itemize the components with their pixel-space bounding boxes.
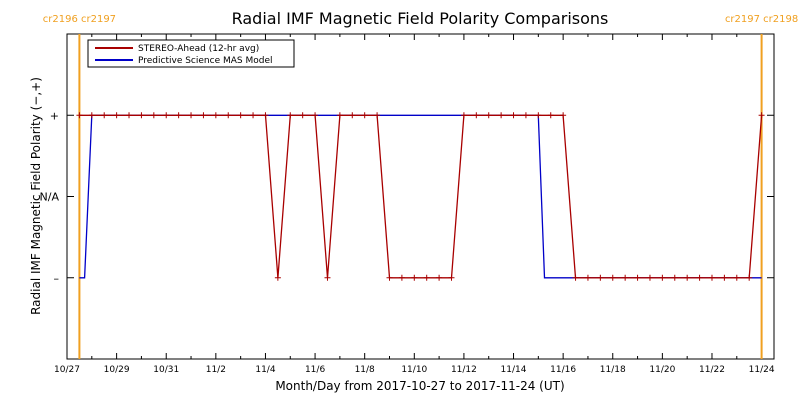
stereo-data-point	[361, 112, 368, 119]
stereo-data-point	[138, 112, 145, 119]
stereo-data-point	[262, 112, 269, 119]
x-tick-label: 11/16	[550, 365, 576, 375]
stereo-data-point	[597, 274, 604, 281]
x-tick-label: 10/27	[54, 365, 80, 375]
y-axis-label: Radial IMF Magnetic Field Polarity (−,+)	[29, 77, 43, 315]
stereo-data-point	[113, 112, 120, 119]
chart-title: Radial IMF Magnetic Field Polarity Compa…	[232, 9, 609, 28]
x-tick-label: 11/10	[401, 365, 427, 375]
stereo-data-point	[671, 274, 678, 281]
stereo-markers	[76, 112, 765, 281]
legend-label-stereo: STEREO-Ahead (12-hr avg)	[138, 44, 259, 54]
stereo-data-point	[436, 274, 443, 281]
x-tick-label: 11/18	[600, 365, 626, 375]
legend-box	[87, 39, 295, 68]
stereo-data-point	[646, 274, 653, 281]
stereo-data-point	[336, 112, 343, 119]
stereo-data-point	[460, 112, 467, 119]
x-tick-label: 10/29	[104, 365, 130, 375]
y-tick-label: +	[50, 109, 59, 122]
x-tick-label: 11/20	[649, 365, 675, 375]
stereo-data-point	[200, 112, 207, 119]
stereo-data-point	[473, 112, 480, 119]
x-tick-label: 11/22	[699, 365, 725, 375]
x-axis: 10/27 10/29 10/31 11/2 11/4 11/6 11/8 11/10 11/1…	[54, 34, 775, 375]
legend: STEREO-Ahead (12-hr avg) Predictive Scie…	[87, 39, 295, 68]
y-tick-label: –	[54, 272, 60, 285]
stereo-data-point	[398, 274, 405, 281]
stereo-data-point	[510, 112, 517, 119]
series-lines	[79, 114, 763, 279]
x-tick-label: 11/12	[451, 365, 477, 375]
stereo-data-point	[126, 112, 133, 119]
stereo-data-point	[733, 274, 740, 281]
stereo-data-point	[150, 112, 157, 119]
stereo-data-point	[188, 112, 195, 119]
stereo-data-point	[163, 112, 170, 119]
plot-frame	[66, 33, 775, 360]
stereo-data-point	[274, 274, 281, 281]
stereo-data-point	[76, 112, 83, 119]
x-tick-label: 11/4	[255, 365, 275, 375]
rotation-boundaries: cr2196 cr2197 cr2197 cr2198	[43, 14, 798, 359]
legend-label-model: Predictive Science MAS Model	[138, 56, 273, 66]
stereo-data-point	[101, 112, 108, 119]
stereo-data-point	[721, 274, 728, 281]
x-tick-label: 11/8	[355, 365, 375, 375]
stereo-data-point	[485, 112, 492, 119]
stereo-data-point	[212, 112, 219, 119]
x-tick-label: 11/14	[501, 365, 527, 375]
stereo-data-point	[622, 274, 629, 281]
stereo-series-line	[79, 114, 763, 279]
stereo-data-point	[237, 112, 244, 119]
stereo-data-point	[547, 112, 554, 119]
stereo-data-point	[758, 112, 765, 119]
model-series-line	[79, 114, 762, 279]
y-axis: + N/A –	[40, 109, 774, 285]
stereo-data-point	[684, 274, 691, 281]
stereo-data-point	[250, 112, 257, 119]
stereo-data-point	[411, 274, 418, 281]
stereo-data-point	[572, 274, 579, 281]
y-tick-label: N/A	[40, 191, 60, 204]
x-tick-label: 10/31	[153, 365, 179, 375]
stereo-data-point	[535, 112, 542, 119]
stereo-data-point	[374, 112, 381, 119]
stereo-data-point	[88, 112, 95, 119]
rotation-boundary-label: cr2196 cr2197	[43, 14, 116, 25]
stereo-data-point	[708, 274, 715, 281]
stereo-data-point	[448, 274, 455, 281]
stereo-data-point	[659, 274, 666, 281]
x-axis-label: Month/Day from 2017-10-27 to 2017-11-24 …	[275, 379, 564, 393]
stereo-data-point	[324, 274, 331, 281]
stereo-data-point	[560, 112, 567, 119]
stereo-data-point	[287, 112, 294, 119]
stereo-data-point	[423, 274, 430, 281]
stereo-data-point	[634, 274, 641, 281]
stereo-data-point	[584, 274, 591, 281]
rotation-boundary-label: cr2197 cr2198	[725, 14, 798, 25]
x-tick-label: 11/6	[305, 365, 325, 375]
stereo-data-point	[522, 112, 529, 119]
stereo-data-point	[696, 274, 703, 281]
stereo-data-point	[609, 274, 616, 281]
stereo-data-point	[175, 112, 182, 119]
stereo-data-point	[349, 112, 356, 119]
x-tick-label: 11/2	[206, 365, 226, 375]
x-tick-label: 11/24	[749, 365, 775, 375]
stereo-data-point	[498, 112, 505, 119]
stereo-data-point	[225, 112, 232, 119]
stereo-data-point	[746, 274, 753, 281]
stereo-data-point	[312, 112, 319, 119]
stereo-data-point	[299, 112, 306, 119]
stereo-data-point	[386, 274, 393, 281]
